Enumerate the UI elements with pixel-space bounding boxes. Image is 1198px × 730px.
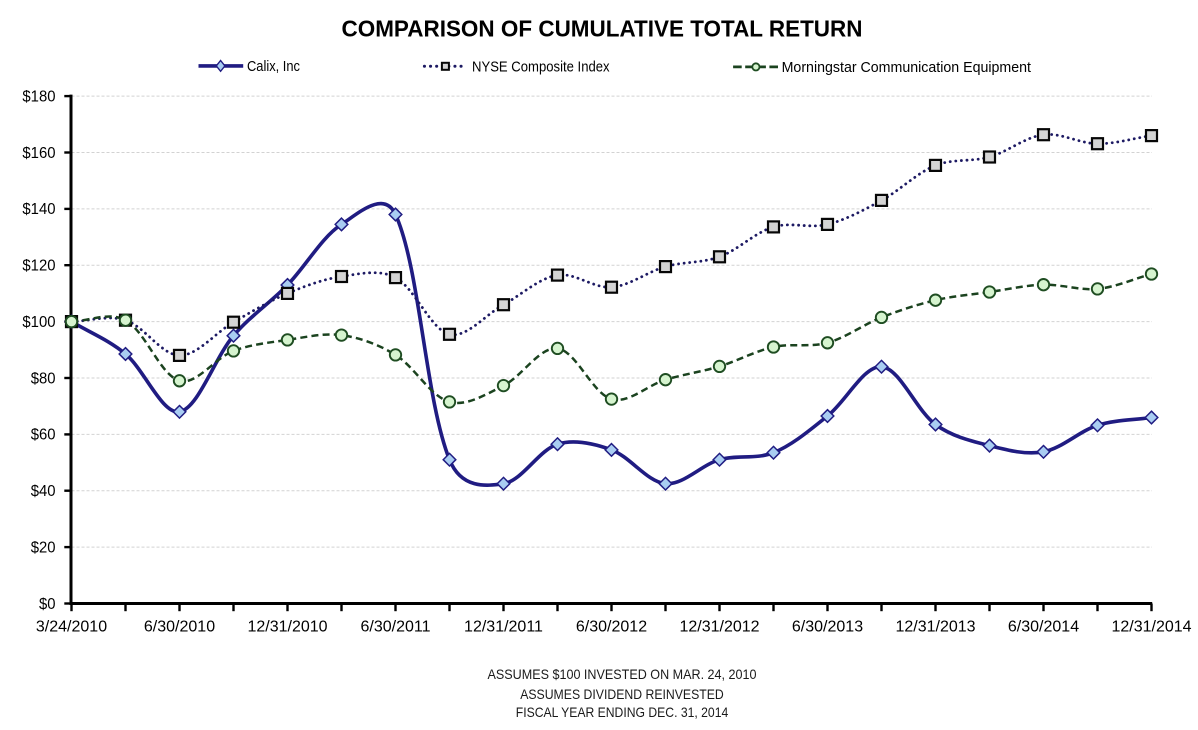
svg-text:6/30/2011: 6/30/2011 xyxy=(361,618,431,635)
svg-text:$80: $80 xyxy=(31,370,56,387)
svg-text:ASSUMES $100 INVESTED ON MAR.: ASSUMES $100 INVESTED ON MAR. 24, 2010 xyxy=(488,666,757,682)
svg-text:$120: $120 xyxy=(22,258,55,275)
svg-text:$100: $100 xyxy=(22,314,55,331)
svg-text:6/30/2010: 6/30/2010 xyxy=(144,618,215,635)
svg-text:$180: $180 xyxy=(22,88,55,105)
svg-text:$160: $160 xyxy=(22,145,55,162)
svg-text:ASSUMES DIVIDEND REINVESTED: ASSUMES DIVIDEND REINVESTED xyxy=(520,686,724,702)
svg-text:Calix, Inc: Calix, Inc xyxy=(247,59,300,75)
svg-text:6/30/2014: 6/30/2014 xyxy=(1008,618,1079,635)
svg-text:$140: $140 xyxy=(22,201,55,218)
svg-text:NYSE Composite Index: NYSE Composite Index xyxy=(472,59,610,75)
svg-text:3/24/2010: 3/24/2010 xyxy=(36,618,107,635)
svg-text:12/31/2013: 12/31/2013 xyxy=(895,618,975,635)
svg-text:Morningstar Communication Equi: Morningstar Communication Equipment xyxy=(782,60,1031,76)
svg-text:$60: $60 xyxy=(31,427,56,444)
svg-text:12/31/2011: 12/31/2011 xyxy=(464,618,543,635)
svg-text:12/31/2012: 12/31/2012 xyxy=(679,618,759,635)
svg-text:$20: $20 xyxy=(31,539,56,556)
svg-text:FISCAL YEAR ENDING DEC. 31, 20: FISCAL YEAR ENDING DEC. 31, 2014 xyxy=(516,704,729,720)
svg-text:6/30/2013: 6/30/2013 xyxy=(792,618,863,635)
svg-text:$40: $40 xyxy=(31,483,56,500)
svg-text:$0: $0 xyxy=(39,596,56,613)
svg-text:12/31/2010: 12/31/2010 xyxy=(247,618,327,635)
svg-text:6/30/2012: 6/30/2012 xyxy=(576,618,647,635)
svg-text:COMPARISON OF CUMULATIVE TOTAL: COMPARISON OF CUMULATIVE TOTAL RETURN xyxy=(342,15,863,41)
svg-text:12/31/2014: 12/31/2014 xyxy=(1111,618,1191,635)
